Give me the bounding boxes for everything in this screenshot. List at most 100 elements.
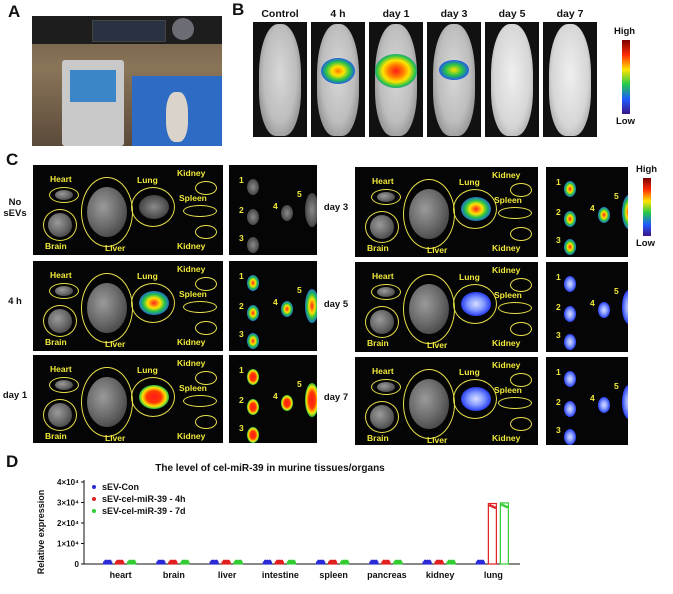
point-sEV-cel-miR-39 - 7d-pancreas <box>396 559 400 563</box>
lung-organ <box>461 292 491 316</box>
point-sEV-cel-miR-39 - 4h-brain <box>169 559 173 563</box>
point-sEV-cel-miR-39 - 4h-brain <box>173 559 177 563</box>
point-sEV-cel-miR-39 - 4h-pancreas <box>386 559 390 563</box>
mouse-image-day7 <box>543 22 597 137</box>
point-sEV-Con-kidney <box>425 559 429 563</box>
closeup-organ-4 <box>598 302 610 318</box>
point-sEV-cel-miR-39 - 7d-spleen <box>345 559 349 563</box>
lung-label: Lung <box>459 367 480 377</box>
closeup-number-3: 3 <box>556 235 561 245</box>
organ-closeup-day5: 1 2 3 4 5 <box>546 262 628 352</box>
closeup-number-2: 2 <box>556 302 561 312</box>
closeup-organ-5 <box>305 289 317 323</box>
spleen-label: Spleen <box>494 385 522 395</box>
x-tick-label-heart: heart <box>110 570 132 580</box>
point-sEV-cel-miR-39 - 4h-spleen <box>333 559 337 563</box>
point-sEV-cel-miR-39 - 7d-pancreas <box>398 559 402 563</box>
lung-outline <box>453 379 497 419</box>
closeup-organ-4 <box>598 397 610 413</box>
closeup-organ-1 <box>247 275 259 291</box>
closeup-number-3: 3 <box>239 233 244 243</box>
lung-outline <box>453 189 497 229</box>
mouse-image-4h <box>311 22 365 137</box>
column-title-day1: day 1 <box>382 8 410 20</box>
x-tick-label-intestine: intestine <box>262 570 299 580</box>
point-sEV-Con-liver <box>212 559 216 563</box>
point-sEV-Con-pancreas <box>370 559 374 563</box>
point-sEV-cel-miR-39 - 7d-kidney <box>449 559 453 563</box>
kidney-outline-top <box>510 183 532 197</box>
liver-label: Liver <box>105 243 126 253</box>
liver-organ <box>87 187 127 237</box>
mouse-image-day3 <box>427 22 481 137</box>
brain-label: Brain <box>45 241 67 251</box>
heart-organ <box>55 380 73 390</box>
kidney-label-top: Kidney <box>177 358 206 368</box>
point-sEV-cel-miR-39 - 7d-intestine <box>287 559 291 563</box>
point-sEV-Con-pancreas <box>372 559 376 563</box>
kidney-outline-bottom <box>195 225 217 239</box>
row-label-no-sevs: No sEVs <box>3 197 27 219</box>
legend-marker-2 <box>92 509 96 513</box>
lung-label: Lung <box>137 365 158 375</box>
brain-organ <box>48 213 72 237</box>
brain-organ <box>370 215 394 239</box>
kidney-outline-bottom <box>510 417 532 431</box>
kidney-label-bottom: Kidney <box>492 338 521 348</box>
closeup-organ-1 <box>564 181 576 197</box>
closeup-organ-3 <box>247 333 259 349</box>
y-tick-label: 3×10⁴ <box>57 499 79 508</box>
expression-bar-chart: The level of cel-miR-39 in murine tissue… <box>36 463 520 580</box>
closeup-number-5: 5 <box>297 285 302 295</box>
point-sEV-Con-kidney <box>423 559 427 563</box>
legend-marker-1 <box>92 497 96 501</box>
point-sEV-cel-miR-39 - 7d-spleen <box>341 559 345 563</box>
brain-outline <box>365 401 399 433</box>
point-sEV-cel-miR-39 - 4h-spleen <box>329 559 333 563</box>
closeup-number-1: 1 <box>556 177 561 187</box>
closeup-organ-5 <box>305 383 317 417</box>
closeup-organ-1 <box>564 276 576 292</box>
row-label-day5: day 5 <box>323 299 349 310</box>
liver-organ <box>409 379 449 429</box>
column-title-control: Control <box>261 8 299 20</box>
closeup-number-2: 2 <box>556 207 561 217</box>
brain-organ <box>370 405 394 429</box>
brain-outline <box>365 211 399 243</box>
closeup-number-5: 5 <box>614 191 619 201</box>
closeup-number-3: 3 <box>556 330 561 340</box>
heart-organ <box>55 190 73 200</box>
point-sEV-cel-miR-39 - 7d-heart <box>132 559 136 563</box>
panel-label-c: C <box>6 150 19 169</box>
lung-label: Lung <box>137 271 158 281</box>
heart-organ <box>377 382 395 392</box>
closeup-organ-3 <box>247 427 259 443</box>
heart-outline <box>49 187 79 203</box>
point-sEV-cel-miR-39 - 7d-kidney <box>452 559 455 563</box>
spleen-outline <box>498 207 532 219</box>
lung-label: Lung <box>137 175 158 185</box>
chart-title: The level of cel-miR-39 in murine tissue… <box>155 463 385 474</box>
point-sEV-cel-miR-39 - 7d-brain <box>185 559 189 563</box>
y-tick-label: 2×10⁴ <box>57 519 79 528</box>
closeup-organ-3 <box>564 239 576 255</box>
mouse-image-control <box>253 22 307 137</box>
spleen-label: Spleen <box>494 195 522 205</box>
point-sEV-cel-miR-39 - 7d-liver <box>234 559 238 563</box>
heart-outline <box>49 377 79 393</box>
brain-label: Brain <box>367 243 389 253</box>
equipment-photo <box>32 16 222 146</box>
heart-label: Heart <box>50 364 72 374</box>
kidney-outline-bottom <box>510 227 532 241</box>
point-sEV-cel-miR-39 - 7d-brain <box>183 559 187 563</box>
lung-organ <box>139 195 169 219</box>
heart-label: Heart <box>50 174 72 184</box>
panel-label-a: A <box>8 2 21 21</box>
heart-label: Heart <box>372 271 394 281</box>
heart-label: Heart <box>372 366 394 376</box>
x-tick-label-liver: liver <box>218 570 237 580</box>
point-sEV-cel-miR-39 - 4h-spleen <box>331 559 335 563</box>
point-sEV-cel-miR-39 - 4h-kidney <box>440 559 443 563</box>
closeup-number-5: 5 <box>297 189 302 199</box>
closeup-number-1: 1 <box>239 175 244 185</box>
